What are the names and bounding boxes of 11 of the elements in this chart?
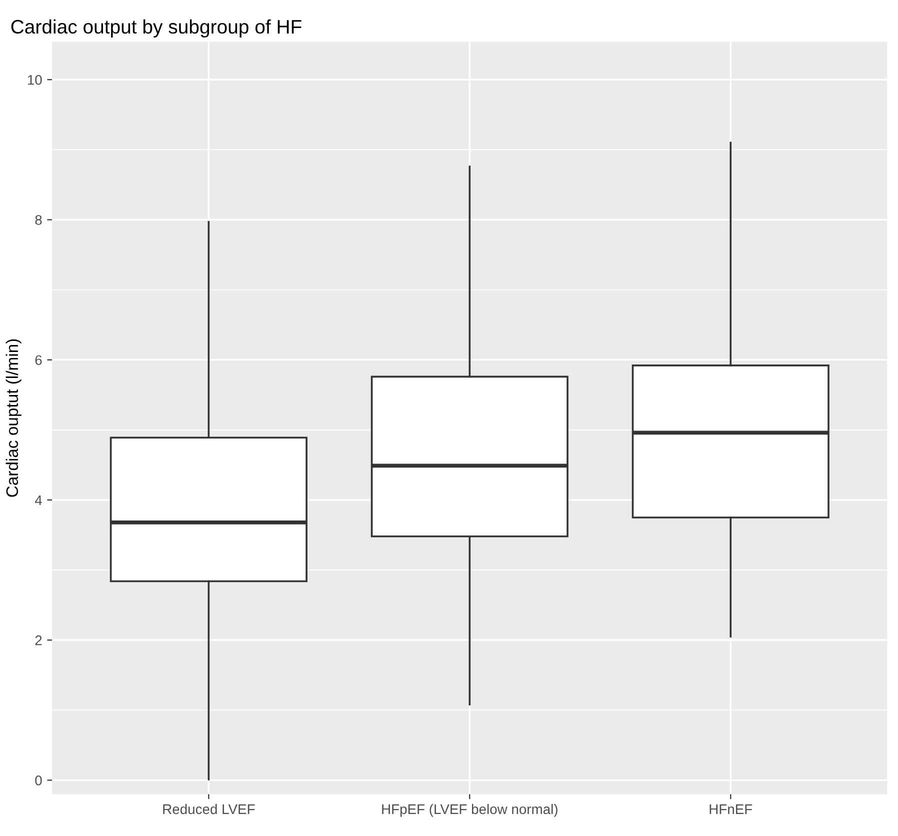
chart-title: Cardiac output by subgroup of HF	[11, 19, 302, 38]
y-axis-title: Cardiac ouptut (l/min)	[6, 339, 22, 497]
x-tick-label: HFpEF (LVEF below normal)	[382, 804, 558, 817]
y-tick-label: 4	[34, 495, 42, 505]
y-tick-label: 2	[35, 635, 42, 646]
y-tick-label: 8	[35, 215, 42, 225]
y-tick-label: 6	[35, 355, 42, 366]
y-tick-label: 0	[35, 776, 42, 786]
x-tick-label: Reduced LVEF	[163, 804, 255, 814]
y-tick-label: 10	[28, 74, 42, 85]
x-tick-label: HFnEF	[710, 804, 752, 814]
